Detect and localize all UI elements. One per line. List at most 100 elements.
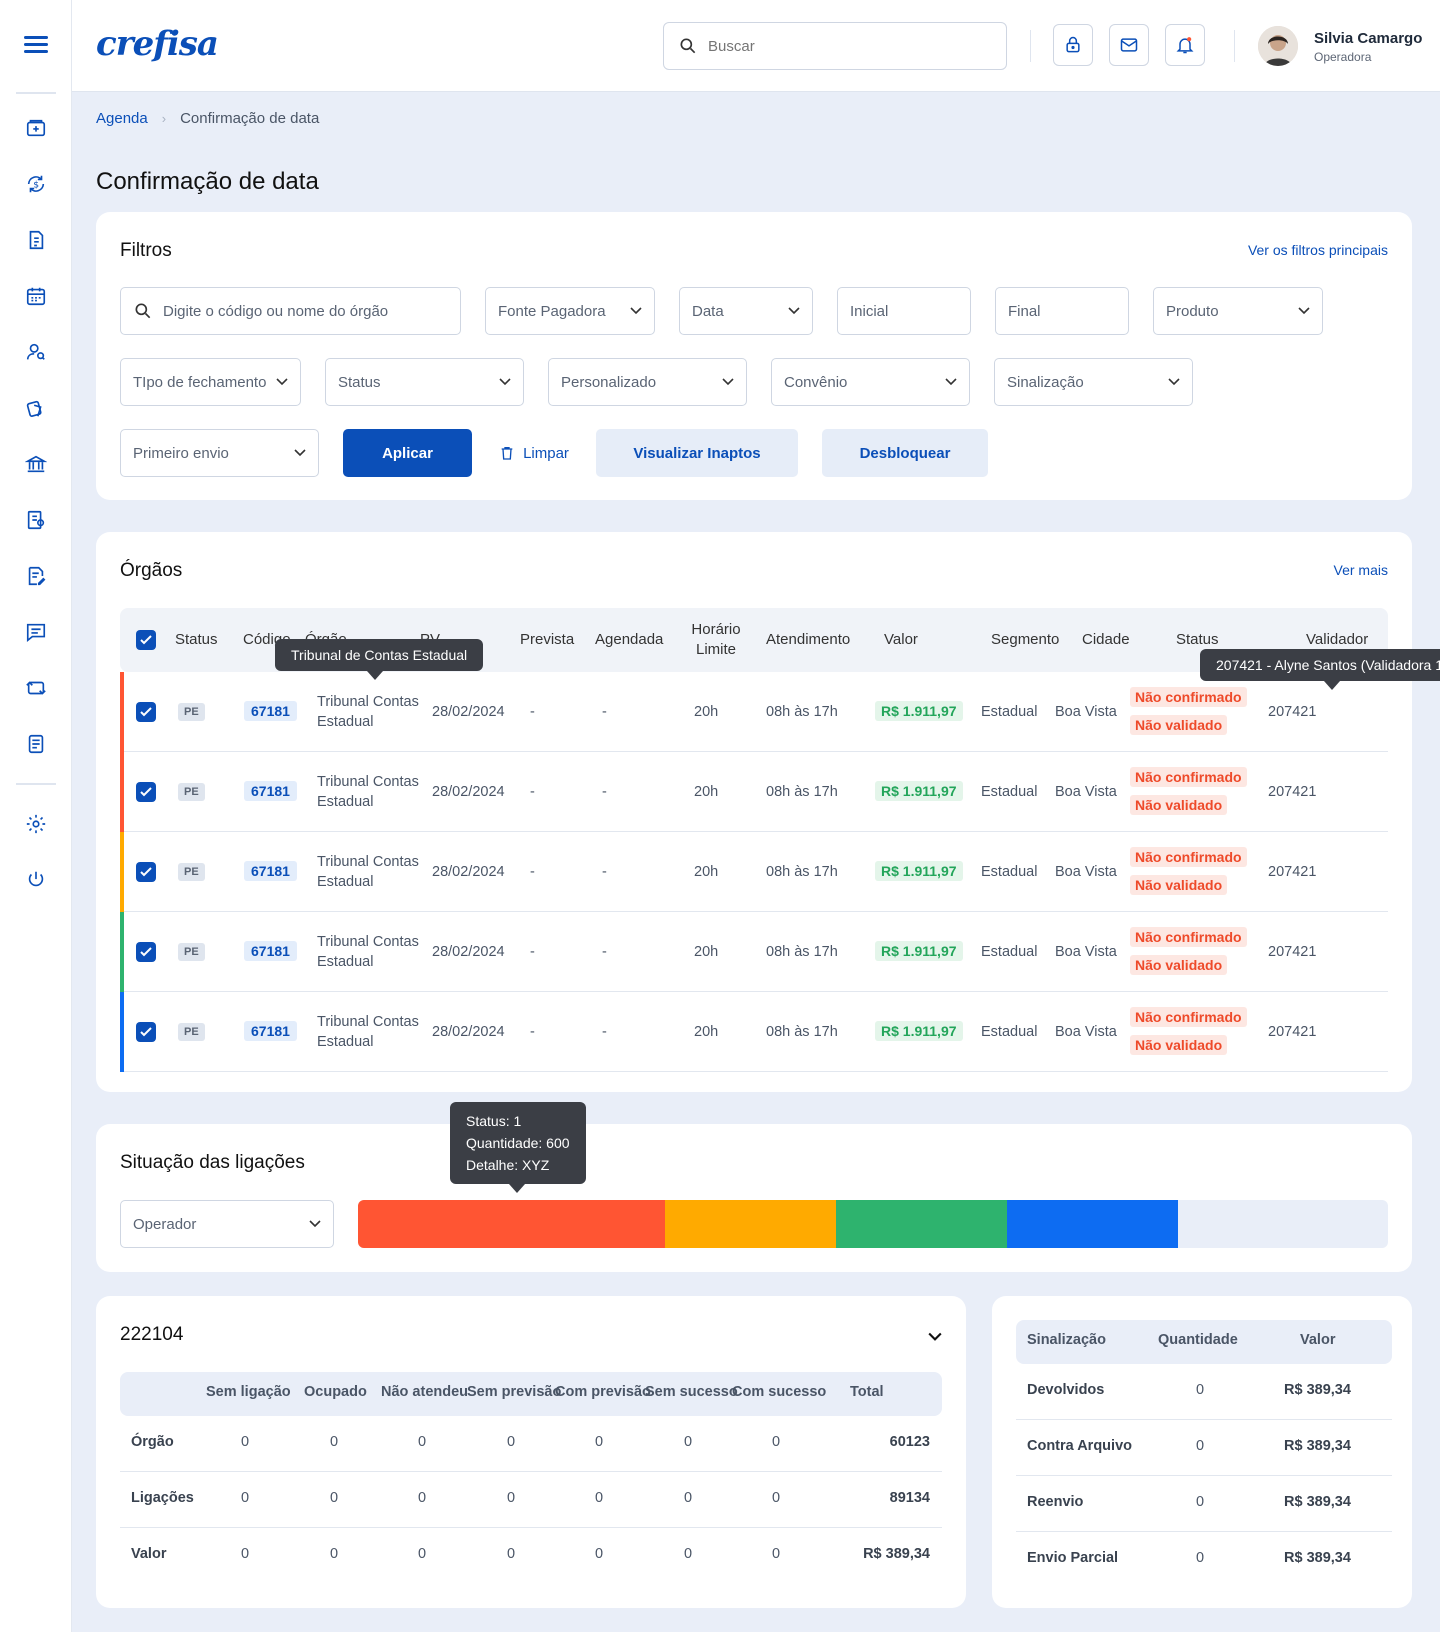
sinalizacao-select[interactable]: Sinalização xyxy=(994,358,1193,406)
check-icon xyxy=(140,787,152,797)
global-search[interactable] xyxy=(663,22,1007,70)
sinalizacao-col-2: Quantidade xyxy=(1158,1332,1238,1348)
clear-label: Limpar xyxy=(523,444,569,462)
row-checkbox[interactable] xyxy=(136,702,156,722)
col-status[interactable]: Status xyxy=(175,631,218,648)
stack-segment-1[interactable] xyxy=(358,1200,665,1248)
final-date-field[interactable]: Final xyxy=(995,287,1129,335)
settings-gear-icon[interactable] xyxy=(24,812,48,836)
validador-value[interactable]: 207421 xyxy=(1268,784,1317,800)
codigo-link[interactable]: 67181 xyxy=(244,861,297,881)
stack-segment-4[interactable] xyxy=(1006,1200,1178,1248)
validador-value[interactable]: 207421 xyxy=(1268,944,1317,960)
codigo-link[interactable]: 67181 xyxy=(244,1021,297,1041)
see-more-link[interactable]: Ver mais xyxy=(1333,562,1388,578)
sidebar-item-report-icon[interactable] xyxy=(24,508,48,532)
codigo-link[interactable]: 67181 xyxy=(244,941,297,961)
prevista-value: - xyxy=(530,704,535,720)
mail-button[interactable] xyxy=(1109,24,1149,66)
unlock-button[interactable]: Desbloquear xyxy=(822,429,988,477)
operador-select[interactable]: Operador xyxy=(120,1200,334,1248)
view-inaptos-button[interactable]: Visualizar Inaptos xyxy=(596,429,798,477)
prevista-value: - xyxy=(530,784,535,800)
sidebar-item-money-cycle-icon[interactable]: $ xyxy=(24,172,48,196)
personalizado-select[interactable]: Personalizado xyxy=(548,358,747,406)
table-row[interactable]: PE 67181 Tribunal Contas Estadual 28/02/… xyxy=(120,832,1388,912)
table-row[interactable]: PE 67181 Tribunal Contas Estadual 28/02/… xyxy=(120,752,1388,832)
col-status-2[interactable]: Status xyxy=(1176,631,1219,648)
prevista-value: - xyxy=(530,1024,535,1040)
validador-value[interactable]: 207421 xyxy=(1268,1024,1317,1040)
row-status-color-bar xyxy=(120,992,124,1072)
col-cidade[interactable]: Cidade xyxy=(1082,631,1130,648)
sidebar-item-bank-icon[interactable] xyxy=(24,452,48,476)
hamburger-menu-icon[interactable] xyxy=(24,36,48,56)
summary-row-label: Ligações xyxy=(131,1490,194,1506)
orgao-search-field[interactable]: Digite o código ou nome do órgão xyxy=(120,287,461,335)
col-agendada[interactable]: Agendada xyxy=(595,631,664,648)
row-checkbox[interactable] xyxy=(136,862,156,882)
summary-title: 222104 xyxy=(120,1324,184,1345)
sidebar-item-cards-icon[interactable] xyxy=(24,396,48,420)
table-row[interactable]: PE 67181 Tribunal Contas Estadual 28/02/… xyxy=(120,992,1388,1072)
primeiro-envio-select[interactable]: Primeiro envio xyxy=(120,429,319,477)
prevista-value: - xyxy=(530,944,535,960)
data-label: Data xyxy=(692,302,724,320)
row-checkbox[interactable] xyxy=(136,1022,156,1042)
tooltip-status: Status: 1 xyxy=(466,1113,522,1129)
main-filters-link[interactable]: Ver os filtros principais xyxy=(1247,242,1388,258)
atendimento-value: 08h às 17h xyxy=(766,784,838,800)
sidebar-item-chat-icon[interactable] xyxy=(24,620,48,644)
col-atendimento[interactable]: Atendimento xyxy=(766,631,851,648)
select-all-checkbox[interactable] xyxy=(136,630,156,650)
sidebar-item-edit-document-icon[interactable] xyxy=(24,564,48,588)
row-checkbox[interactable] xyxy=(136,942,156,962)
filters-card: Filtros Ver os filtros principais Digite… xyxy=(96,212,1412,500)
brand-logo[interactable]: crefisa xyxy=(96,24,219,64)
horario-value: 20h xyxy=(694,704,719,720)
user-avatar[interactable] xyxy=(1258,26,1298,66)
table-row[interactable]: PE 67181 Tribunal Contas Estadual 28/02/… xyxy=(120,912,1388,992)
clear-button[interactable]: Limpar xyxy=(492,429,576,477)
codigo-link[interactable]: 67181 xyxy=(244,781,297,801)
chevron-down-icon[interactable] xyxy=(928,1332,942,1342)
data-select[interactable]: Data xyxy=(679,287,813,335)
col-segmento[interactable]: Segmento xyxy=(991,631,1060,648)
col-valor[interactable]: Valor xyxy=(884,631,918,648)
sidebar-item-list-document-icon[interactable] xyxy=(24,732,48,756)
ligacoes-card: Situação das ligações Operador Status: 1… xyxy=(96,1102,1412,1272)
status-select[interactable]: Status xyxy=(325,358,524,406)
validador-value[interactable]: 207421 xyxy=(1268,704,1317,720)
inicial-date-field[interactable]: Inicial xyxy=(837,287,971,335)
logout-power-icon[interactable] xyxy=(24,868,48,892)
sidebar-item-transfer-icon[interactable] xyxy=(24,676,48,700)
codigo-link[interactable]: 67181 xyxy=(244,701,297,721)
convenio-select[interactable]: Convênio xyxy=(771,358,970,406)
ligacoes-tooltip: Status: 1 Quantidade: 600 Detalhe: XYZ xyxy=(450,1102,586,1193)
breadcrumb-agenda-link[interactable]: Agenda xyxy=(96,110,148,127)
lock-button[interactable] xyxy=(1053,24,1093,66)
summary-cell: 0 xyxy=(241,1546,250,1562)
col-horario-limite[interactable]: Horário Limite xyxy=(691,621,741,658)
fonte-pagadora-select[interactable]: Fonte Pagadora xyxy=(485,287,655,335)
stack-segment-2[interactable] xyxy=(664,1200,836,1248)
summary-cell: 0 xyxy=(595,1490,604,1506)
col-validador[interactable]: Validador xyxy=(1306,631,1369,648)
status-badge: PE xyxy=(178,943,205,961)
stack-segment-3[interactable] xyxy=(835,1200,1007,1248)
row-checkbox[interactable] xyxy=(136,782,156,802)
table-row[interactable]: PE 67181 Tribunal Contas Estadual 28/02/… xyxy=(120,672,1388,752)
agendada-value: - xyxy=(602,864,607,880)
sidebar-item-document-money-icon[interactable] xyxy=(24,228,48,252)
tipo-fechamento-select[interactable]: TIpo de fechamento xyxy=(120,358,301,406)
sidebar-item-calendar-icon[interactable] xyxy=(24,284,48,308)
validador-value[interactable]: 207421 xyxy=(1268,864,1317,880)
global-search-input[interactable] xyxy=(708,37,988,55)
mail-icon xyxy=(1120,38,1138,52)
sidebar-item-user-search-icon[interactable] xyxy=(24,340,48,364)
col-prevista[interactable]: Prevista xyxy=(520,631,575,648)
produto-select[interactable]: Produto xyxy=(1153,287,1323,335)
apply-button[interactable]: Aplicar xyxy=(343,429,472,477)
sidebar-item-wallet-icon[interactable] xyxy=(24,116,48,140)
notifications-button[interactable] xyxy=(1165,24,1205,66)
